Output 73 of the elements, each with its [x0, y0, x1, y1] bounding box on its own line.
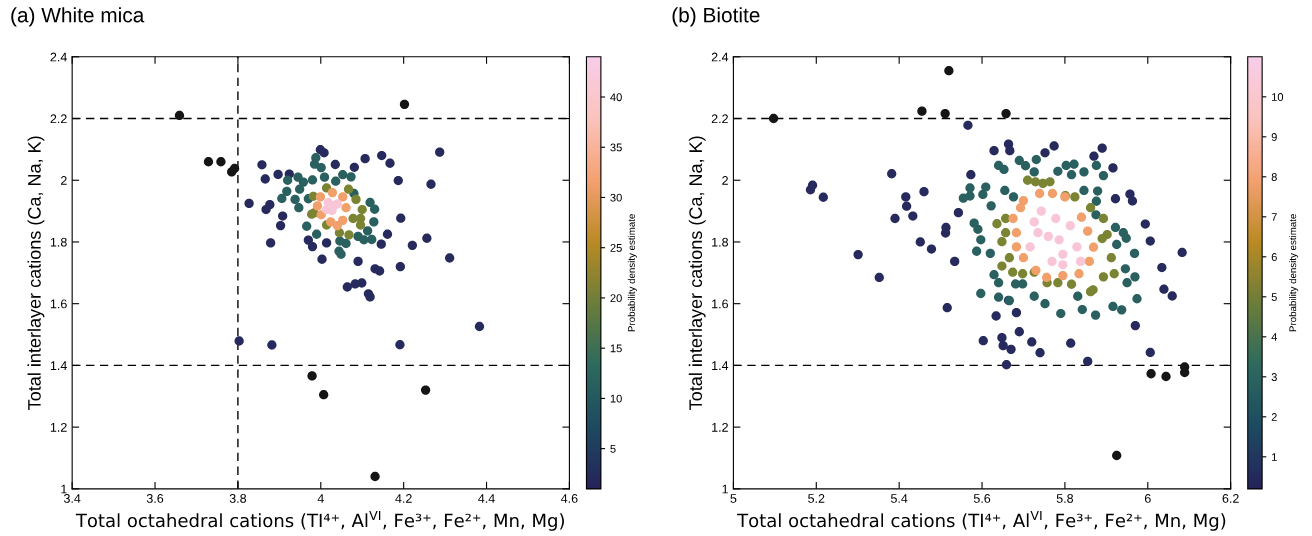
- color-bar-label: 8: [1271, 173, 1277, 181]
- y-tick-label: 1.4: [712, 361, 729, 370]
- chart-title: (b) Biotite: [672, 7, 760, 27]
- color-bar-label: 6: [1271, 253, 1277, 261]
- x-tick-label: 4.6: [561, 494, 578, 503]
- y-tick-label: 1.8: [712, 237, 728, 247]
- color-bar-label: 5: [610, 445, 616, 453]
- point: [229, 163, 240, 174]
- y-tick-label: 1.4: [50, 361, 67, 370]
- point: [917, 106, 927, 116]
- point: [1161, 371, 1171, 382]
- point: [307, 371, 317, 381]
- x-axis-title: Total octahedral cations (TI⁴⁺, Al$^{VI}$, Fe³⁺, Fe²⁺, Mn, Mg): [737, 510, 1226, 531]
- point: [420, 385, 431, 395]
- y-tick-label: 2.4: [711, 52, 729, 62]
- color-bar-label: 9: [1271, 133, 1277, 141]
- point: [1001, 108, 1011, 119]
- x-tick-label: 3.8: [229, 494, 247, 503]
- color-bar-label: 35: [610, 143, 622, 152]
- x-tick-label: 6: [1144, 494, 1151, 503]
- x-tick-label: 3.6: [146, 494, 164, 503]
- y-tick-label: 1.6: [712, 299, 728, 309]
- color-bar-label: 10: [1272, 93, 1284, 101]
- x-tick-label: 5.8: [1056, 494, 1074, 503]
- y-axis-title: Total interlayer cations (Ca, Na, K): [27, 136, 45, 410]
- x-tick-label: 4: [317, 494, 324, 503]
- y-tick-label: 1.2: [50, 422, 67, 432]
- y-tick-label: 2.2: [711, 114, 728, 124]
- color-bar-label: 2: [1271, 413, 1277, 421]
- x-tick-label: 4.2: [395, 494, 412, 503]
- x-tick-label: 5.6: [973, 494, 991, 503]
- y-tick-label: 1: [722, 484, 728, 494]
- x-axis-title: Total octahedral cations (TI⁴⁺, Al$^{VI}$, Fe³⁺, Fe²⁺, Mn, Mg): [75, 510, 564, 531]
- x-tick-label: 5.2: [808, 494, 825, 503]
- point: [944, 66, 954, 76]
- y-tick-label: 1.2: [712, 422, 728, 432]
- y-tick-label: 2.2: [50, 114, 67, 124]
- color-bar-title: Probability density estimate: [627, 214, 637, 332]
- y-tick-label: 1.8: [50, 237, 67, 247]
- y-tick-label: 2: [722, 176, 728, 185]
- y-tick-label: 2.4: [50, 52, 67, 62]
- y-tick-label: 1.6: [50, 299, 67, 309]
- point: [203, 157, 214, 167]
- point: [768, 113, 779, 124]
- y-tick-label: 2: [60, 176, 67, 185]
- color-bar-label: 25: [610, 243, 622, 252]
- x-tick-label: 6.2: [1222, 494, 1239, 503]
- x-tick-label: 5: [730, 494, 737, 503]
- color-bar-label: 20: [610, 294, 622, 303]
- point: [399, 99, 410, 109]
- color-bar-label: 7: [1271, 213, 1277, 221]
- point: [216, 157, 226, 167]
- color-bar-label: 5: [1271, 293, 1277, 301]
- color-bar-label: 40: [610, 93, 622, 102]
- x-tick-label: 5.4: [890, 494, 908, 503]
- point: [940, 108, 950, 119]
- point: [174, 110, 185, 121]
- point: [370, 471, 380, 482]
- x-tick-label: 3.4: [63, 494, 81, 503]
- chart-title: (a) White mica: [11, 7, 145, 27]
- color-bar-label: 15: [610, 344, 622, 353]
- x-tick-label: 4.4: [478, 494, 495, 503]
- point: [1146, 369, 1156, 379]
- point: [319, 390, 329, 400]
- color-bar-title: Probability density estimate: [1289, 214, 1299, 332]
- color-bar-label: 4: [1271, 333, 1278, 341]
- y-axis-title: Total interlayer cations (Ca, Na, K): [688, 136, 706, 410]
- color-bar-label: 3: [1271, 373, 1277, 381]
- color-bar-label: 10: [610, 394, 622, 403]
- color-bar-label: 30: [610, 193, 622, 202]
- y-tick-label: 1: [61, 484, 67, 494]
- color-bar-label: 1: [1272, 453, 1277, 461]
- point: [1112, 450, 1122, 461]
